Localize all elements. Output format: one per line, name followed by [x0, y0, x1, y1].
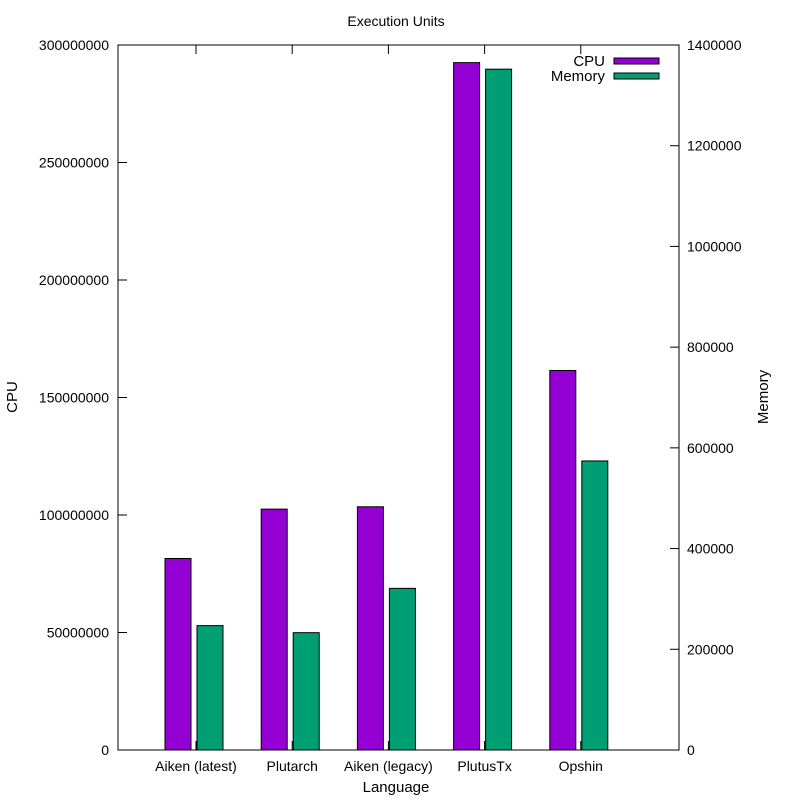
right-tick-label: 400000: [687, 541, 734, 557]
chart-title: Execution Units: [347, 13, 444, 29]
bar-cpu-opshin: [549, 369, 577, 751]
bar-memory-opshin: [581, 460, 609, 751]
legend-swatch-memory: [613, 72, 660, 80]
left-tick-label: 50000000: [47, 625, 110, 641]
category-label: Opshin: [559, 758, 603, 774]
y2-axis-label: Memory: [755, 369, 772, 424]
legend-swatch-cpu: [613, 57, 660, 65]
category-label: PlutusTx: [457, 758, 511, 774]
left-tick-label: 0: [101, 742, 109, 758]
x-axis-label: Language: [363, 779, 430, 796]
y-axis-label: CPU: [4, 381, 21, 413]
left-tick-label: 150000000: [39, 390, 109, 406]
legend-label-cpu: CPU: [573, 53, 605, 70]
bar-memory-plutustx: [485, 68, 513, 751]
left-tick-label: 100000000: [39, 507, 109, 523]
right-axis-ticks: 0 200000 400000 600000 800000 1000000 1200000 1…: [670, 37, 742, 758]
bar-cpu-plutarch: [260, 508, 288, 751]
right-tick-label: 1000000: [687, 238, 742, 254]
category-label: Plutarch: [267, 758, 318, 774]
right-tick-label: 600000: [687, 440, 734, 456]
right-tick-label: 800000: [687, 339, 734, 355]
bar-cpu-aiken-latest: [164, 557, 192, 751]
left-axis-ticks: 0 50000000 100000000 150000000 200000000 2500…: [39, 37, 127, 758]
right-tick-label: 1400000: [687, 37, 742, 53]
left-tick-label: 250000000: [39, 155, 109, 171]
left-tick-label: 200000000: [39, 272, 109, 288]
right-tick-label: 1200000: [687, 138, 742, 154]
category-label: Aiken (legacy): [344, 758, 433, 774]
left-tick-label: 300000000: [39, 37, 109, 53]
bar-memory-aiken-legacy: [388, 587, 416, 751]
legend-label-memory: Memory: [551, 68, 606, 85]
bar-cpu-aiken-legacy: [356, 506, 384, 751]
right-tick-label: 200000: [687, 641, 734, 657]
bars: [164, 62, 609, 751]
right-tick-label: 0: [687, 742, 695, 758]
category-labels: Aiken (latest) Plutarch Aiken (legacy) Plut…: [155, 45, 603, 774]
bar-memory-aiken-latest: [196, 625, 224, 751]
bar-cpu-plutustx: [453, 62, 481, 751]
bar-memory-plutarch: [292, 632, 320, 751]
category-label: Aiken (latest): [155, 758, 237, 774]
